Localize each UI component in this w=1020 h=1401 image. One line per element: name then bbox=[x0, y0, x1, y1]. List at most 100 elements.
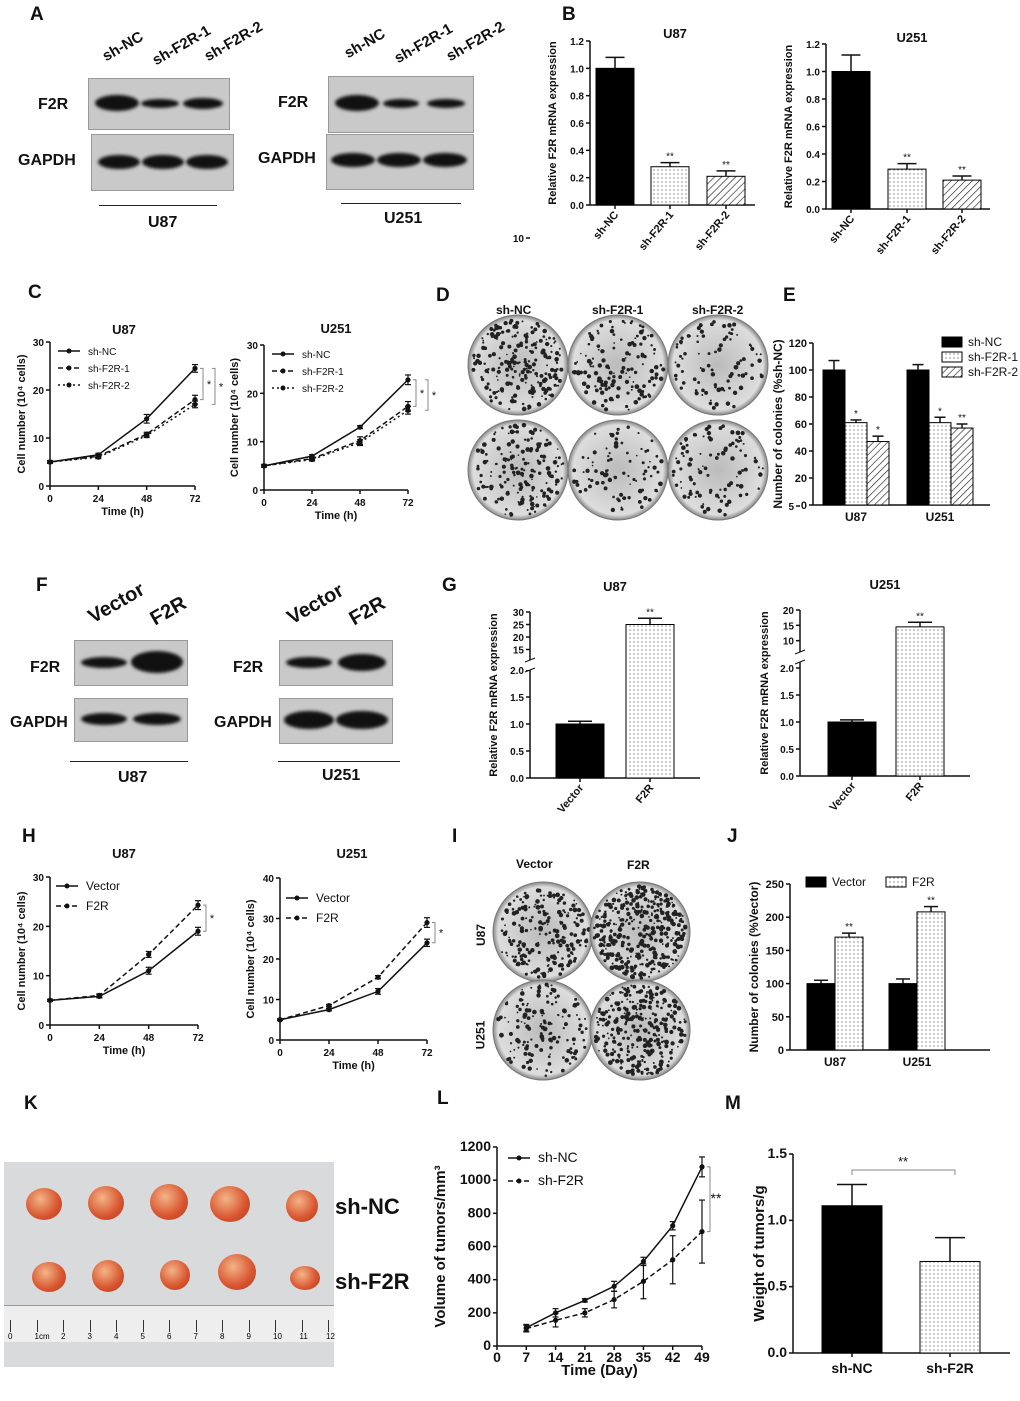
colony bbox=[547, 971, 550, 973]
colony bbox=[521, 495, 524, 498]
colony bbox=[583, 488, 588, 492]
colony bbox=[633, 908, 636, 911]
colony bbox=[527, 1008, 532, 1013]
colony bbox=[665, 911, 670, 916]
colony bbox=[738, 385, 744, 391]
colony bbox=[503, 320, 508, 326]
colony bbox=[630, 1071, 635, 1076]
data-point bbox=[357, 440, 363, 446]
colony bbox=[496, 501, 499, 504]
colony bbox=[574, 1057, 578, 1061]
colony bbox=[609, 397, 614, 401]
colony bbox=[624, 920, 627, 923]
colony bbox=[539, 373, 544, 378]
colony bbox=[499, 1032, 504, 1038]
colony bbox=[650, 926, 656, 931]
colony bbox=[517, 947, 523, 952]
colony bbox=[612, 375, 616, 379]
colony bbox=[471, 367, 476, 372]
colony bbox=[653, 938, 658, 943]
colony bbox=[676, 1045, 679, 1048]
colony bbox=[600, 403, 605, 408]
colony bbox=[654, 364, 659, 370]
colony bbox=[500, 484, 504, 489]
colony bbox=[728, 386, 731, 390]
colony bbox=[633, 972, 637, 976]
colony bbox=[504, 1002, 509, 1006]
colony bbox=[599, 471, 605, 476]
colony bbox=[666, 942, 670, 945]
colony bbox=[545, 494, 549, 498]
colony bbox=[555, 361, 559, 364]
panel-label-f: F bbox=[36, 575, 48, 596]
bar bbox=[706, 175, 746, 206]
colony bbox=[601, 1017, 606, 1022]
colony bbox=[546, 470, 552, 476]
colony bbox=[562, 1026, 565, 1030]
colony bbox=[529, 371, 532, 374]
colony bbox=[724, 335, 729, 339]
colony bbox=[591, 461, 594, 464]
colony bbox=[545, 482, 548, 485]
data-point bbox=[523, 1325, 529, 1332]
colony bbox=[511, 335, 514, 338]
colony bbox=[623, 971, 628, 976]
colony bbox=[594, 469, 598, 473]
colony bbox=[531, 478, 533, 481]
colony bbox=[605, 447, 608, 450]
colony bbox=[484, 385, 489, 390]
colony bbox=[525, 917, 528, 920]
colony bbox=[546, 994, 549, 998]
colony bbox=[523, 461, 528, 466]
colony bbox=[500, 341, 506, 346]
colony bbox=[583, 1045, 587, 1049]
colony bbox=[596, 344, 601, 348]
colony bbox=[610, 1033, 614, 1037]
colony bbox=[584, 390, 589, 395]
colony bbox=[529, 388, 535, 394]
colony bbox=[599, 387, 603, 391]
colony bbox=[650, 912, 653, 915]
x-tick-label: sh-F2R-1 bbox=[637, 209, 676, 253]
colony bbox=[615, 1001, 620, 1007]
ruler-label: 3 bbox=[87, 1332, 92, 1341]
data-point bbox=[326, 1002, 332, 1009]
dish-column-label: sh-NC bbox=[496, 303, 532, 317]
colony bbox=[666, 935, 669, 939]
colony bbox=[544, 982, 549, 987]
colony bbox=[527, 950, 532, 955]
colony bbox=[527, 959, 531, 963]
colony bbox=[658, 1059, 664, 1065]
colony bbox=[649, 936, 654, 941]
colony bbox=[597, 332, 600, 335]
colony bbox=[621, 319, 625, 323]
colony bbox=[598, 943, 603, 948]
colony bbox=[534, 358, 538, 362]
colony bbox=[626, 986, 630, 990]
data-point bbox=[144, 433, 150, 439]
colony bbox=[658, 919, 661, 923]
significance-label: ** bbox=[898, 1154, 908, 1169]
colony bbox=[622, 471, 626, 475]
colony bbox=[635, 1028, 640, 1034]
colony bbox=[642, 927, 647, 932]
colony bbox=[611, 1058, 615, 1062]
bar bbox=[906, 369, 930, 506]
colony bbox=[674, 483, 679, 487]
colony bbox=[543, 1020, 547, 1025]
colony bbox=[489, 399, 493, 403]
y-tick-label: 120 bbox=[789, 338, 807, 350]
x-axis-label: Time (Day) bbox=[561, 1362, 637, 1379]
colony bbox=[664, 1044, 669, 1049]
series-line bbox=[49, 398, 196, 463]
colony bbox=[555, 367, 559, 371]
colony bbox=[605, 1052, 610, 1057]
ruler: 0 1cm 2 3 4 5 6 7 8 9 10 11 12 bbox=[4, 1305, 335, 1342]
colony bbox=[657, 892, 662, 897]
colony bbox=[642, 472, 646, 476]
colony bbox=[484, 453, 488, 456]
colony bbox=[491, 367, 496, 372]
colony bbox=[522, 457, 526, 461]
divider bbox=[99, 205, 217, 206]
colony bbox=[584, 354, 587, 357]
